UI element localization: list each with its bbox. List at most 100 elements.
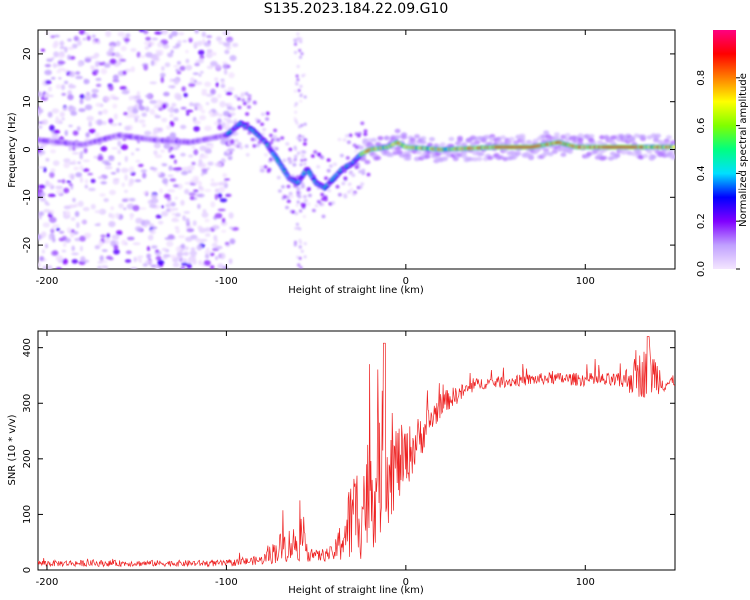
heatmap-cell [50, 228, 55, 234]
heatmap-cell [38, 91, 42, 97]
heatmap-cell [506, 140, 513, 145]
heatmap-cell [49, 124, 55, 132]
heatmap-cell [41, 197, 46, 202]
heatmap-cell [351, 173, 356, 178]
heatmap-cell [352, 192, 356, 196]
heatmap-cell [303, 150, 307, 154]
heatmap-cell [123, 207, 127, 211]
heatmap-cell [162, 44, 170, 49]
heatmap-cell [38, 184, 46, 189]
heatmap-cell [142, 263, 148, 267]
heatmap-cell [178, 235, 186, 239]
heatmap-cell [221, 217, 226, 224]
heatmap-cell [201, 170, 208, 175]
heatmap-cell [160, 30, 169, 35]
heatmap-cell [193, 189, 199, 193]
heatmap-cell [326, 158, 331, 162]
heatmap-cell [115, 212, 120, 219]
heatmap-cell [172, 167, 180, 171]
heatmap-cell [155, 51, 162, 57]
snr-ylabel: SNR (10 * v/v) [7, 414, 18, 485]
heatmap-cell [442, 156, 448, 161]
heatmap-cell [291, 210, 296, 214]
heatmap-cell [149, 108, 155, 115]
heatmap-cell [196, 244, 203, 251]
heatmap-cell [71, 259, 79, 264]
heatmap-cell [49, 171, 55, 178]
heatmap-cell [277, 189, 282, 193]
heatmap-cell [515, 151, 522, 156]
heatmap-cell [189, 102, 194, 107]
heatmap-cell [71, 252, 79, 256]
heatmap-cell [75, 71, 81, 75]
heatmap-cell [214, 162, 223, 168]
heatmap-cell [80, 256, 86, 263]
heatmap-cell [191, 145, 196, 149]
figure-title: S135.2023.184.22.09.G10 [263, 1, 449, 17]
heatmap-cell [210, 252, 215, 257]
heatmap-cell [139, 106, 146, 111]
colorbar-gradient [713, 30, 736, 269]
heatmap-cell [302, 214, 306, 219]
heatmap-cell [204, 189, 212, 192]
heatmap-background [37, 29, 676, 270]
heatmap-cell [366, 138, 373, 143]
heatmap-cell [180, 124, 187, 130]
heatmap-cell [176, 94, 183, 101]
heatmap-cell [222, 266, 228, 269]
heatmap-cell [176, 71, 182, 75]
heatmap-cell [61, 179, 66, 184]
heatmap-cell [145, 94, 152, 98]
heatmap-cell [100, 265, 108, 269]
heatmap-cell [114, 52, 121, 58]
heatmap-cell [94, 245, 101, 250]
heatmap-cell [104, 166, 113, 170]
heatmap-cell [293, 117, 297, 121]
heatmap-cell [366, 172, 371, 177]
heatmap-cell [234, 131, 239, 136]
heatmap-cell [102, 61, 106, 65]
heatmap-cell [51, 133, 59, 140]
heatmap-cell [182, 215, 186, 221]
heatmap-cell [85, 132, 90, 138]
y-tick-label: 400 [22, 338, 33, 357]
heatmap-cell [478, 151, 485, 157]
heatmap-cell [285, 195, 290, 199]
heatmap-cell [265, 117, 270, 121]
heatmap-cell [95, 77, 102, 81]
heatmap-cell [201, 31, 206, 38]
heatmap-cell [155, 265, 160, 269]
heatmap-cell [136, 51, 141, 58]
heatmap-cell [210, 201, 216, 208]
heatmap-cell [128, 95, 133, 101]
y-tick-label: -20 [22, 237, 33, 253]
heatmap-cell [123, 37, 130, 43]
x-tick-label: 100 [576, 577, 595, 588]
heatmap-cell [296, 193, 301, 197]
heatmap-cell [194, 81, 203, 86]
heatmap-cell [93, 53, 98, 59]
heatmap-cell [130, 48, 137, 52]
heatmap-cell [40, 192, 46, 197]
heatmap-cell [103, 198, 109, 203]
heatmap-cell [52, 237, 56, 243]
heatmap-cell [53, 51, 59, 58]
heatmap-cell [90, 65, 96, 72]
heatmap-cell [211, 225, 220, 230]
heatmap-cell [84, 94, 92, 101]
heatmap-cell [108, 212, 112, 218]
heatmap-cell [78, 108, 86, 113]
heatmap-cell [144, 260, 153, 264]
heatmap-cell [303, 95, 307, 99]
heatmap-cell [588, 134, 595, 139]
colorbar-label: Normalized spectral amplitude [738, 73, 749, 227]
heatmap-cell [333, 162, 337, 166]
heatmap-cell [124, 155, 128, 163]
heatmap-cell [480, 138, 487, 143]
heatmap-cell [197, 203, 201, 209]
heatmap-cell [75, 172, 83, 178]
heatmap-cell [293, 147, 298, 151]
heatmap-cell [534, 147, 541, 153]
heatmap-cell [106, 50, 114, 57]
